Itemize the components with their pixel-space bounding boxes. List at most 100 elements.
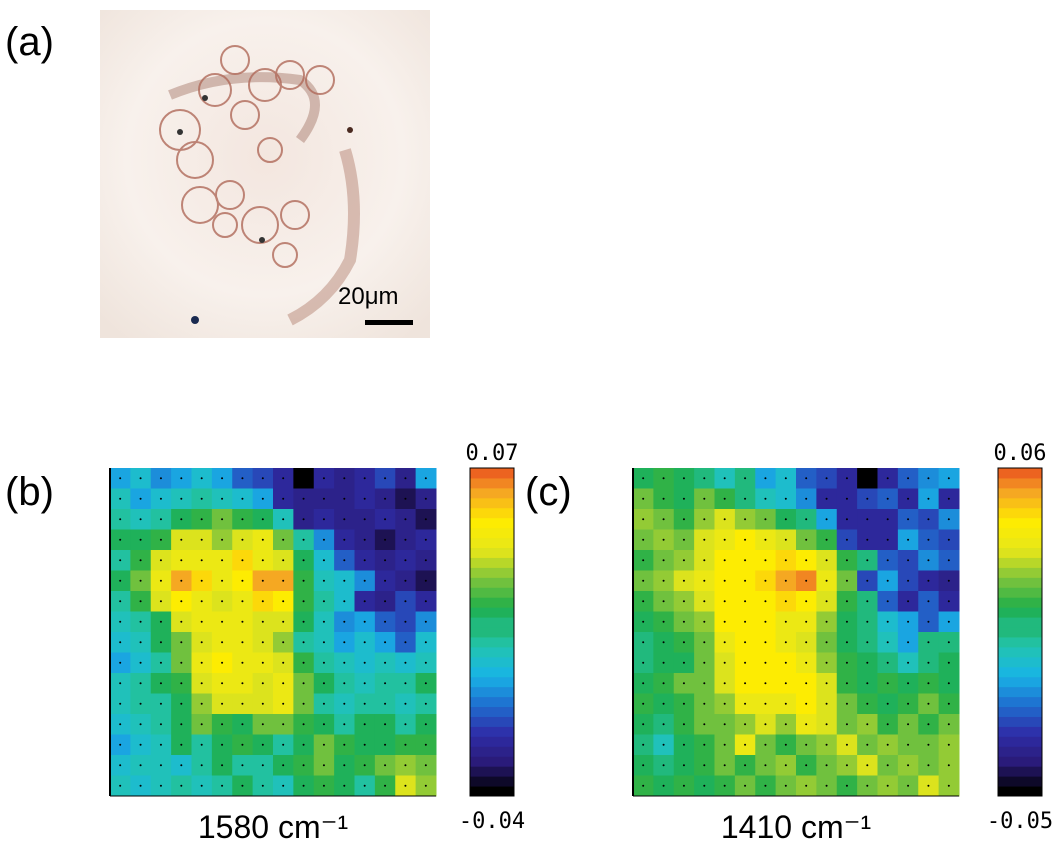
grid-dot	[159, 784, 162, 787]
grid-dot	[180, 764, 183, 767]
grid-dot	[886, 477, 889, 480]
grid-dot	[343, 641, 346, 644]
grid-dot	[282, 497, 285, 500]
grid-dot	[200, 518, 203, 521]
grid-dot	[221, 600, 224, 603]
grid-dot	[703, 477, 706, 480]
grid-dot	[723, 723, 726, 726]
grid-dot	[119, 784, 122, 787]
grid-dot	[384, 620, 387, 623]
grid-dot	[927, 784, 930, 787]
grid-dot	[764, 518, 767, 521]
colorbar-step	[470, 547, 514, 558]
colorbar-step	[998, 468, 1042, 479]
grid-dot	[907, 579, 910, 582]
grid-dot	[784, 477, 787, 480]
grid-dot	[139, 620, 142, 623]
grid-dot	[159, 661, 162, 664]
grid-dot	[241, 743, 244, 746]
grid-dot	[642, 743, 645, 746]
grid-dot	[642, 559, 645, 562]
grid-dot	[682, 641, 685, 644]
grid-dot	[947, 682, 950, 685]
grid-dot	[221, 579, 224, 582]
grid-dot	[343, 579, 346, 582]
grid-dot	[384, 661, 387, 664]
grid-dot	[200, 764, 203, 767]
grid-dot	[241, 764, 244, 767]
grid-dot	[261, 600, 264, 603]
grid-dot	[302, 784, 305, 787]
grid-dot	[907, 538, 910, 541]
grid-dot	[927, 579, 930, 582]
grid-dot	[282, 723, 285, 726]
grid-dot	[886, 600, 889, 603]
grid-dot	[744, 538, 747, 541]
grid-dot	[784, 702, 787, 705]
grid-dot	[723, 702, 726, 705]
grid-dot	[200, 497, 203, 500]
grid-dot	[119, 764, 122, 767]
grid-dot	[805, 477, 808, 480]
grid-dot	[947, 497, 950, 500]
grid-dot	[261, 579, 264, 582]
grid-dot	[927, 743, 930, 746]
grid-dot	[886, 702, 889, 705]
grid-dot	[866, 620, 869, 623]
grid-dot	[139, 497, 142, 500]
grid-dot	[139, 661, 142, 664]
colorbar-tick-label: -0.04	[459, 809, 525, 834]
grid-dot	[845, 764, 848, 767]
grid-dot	[180, 497, 183, 500]
grid-dot	[221, 682, 224, 685]
grid-dot	[404, 702, 407, 705]
grid-dot	[784, 641, 787, 644]
grid-dot	[662, 559, 665, 562]
grid-dot	[322, 518, 325, 521]
grid-dot	[384, 702, 387, 705]
grid-dot	[159, 477, 162, 480]
colorbar-step	[998, 577, 1042, 588]
colorbar-step	[998, 746, 1042, 757]
grid-dot	[907, 702, 910, 705]
grid-dot	[947, 764, 950, 767]
grid-dot	[927, 702, 930, 705]
grid-dot	[927, 518, 930, 521]
grid-dot	[200, 477, 203, 480]
grid-dot	[261, 641, 264, 644]
grid-dot	[200, 641, 203, 644]
colorbar-step	[998, 726, 1042, 737]
colorbar-step	[470, 617, 514, 628]
grid-dot	[282, 538, 285, 541]
grid-dot	[723, 764, 726, 767]
grid-dot	[261, 764, 264, 767]
grid-dot	[642, 784, 645, 787]
grid-dot	[723, 559, 726, 562]
grid-dot	[703, 497, 706, 500]
grid-dot	[322, 477, 325, 480]
grid-dot	[907, 477, 910, 480]
micrograph: 20μm	[100, 10, 430, 338]
grid-dot	[322, 559, 325, 562]
grid-dot	[424, 641, 427, 644]
grid-dot	[723, 497, 726, 500]
grid-dot	[261, 477, 264, 480]
grid-dot	[662, 579, 665, 582]
grid-dot	[221, 784, 224, 787]
grid-dot	[682, 518, 685, 521]
grid-dot	[384, 497, 387, 500]
grid-dot	[261, 784, 264, 787]
grid-dot	[119, 538, 122, 541]
grid-dot	[662, 682, 665, 685]
grid-dot	[662, 600, 665, 603]
grid-dot	[907, 518, 910, 521]
grid-dot	[642, 620, 645, 623]
grid-dot	[302, 477, 305, 480]
grid-dot	[241, 702, 244, 705]
grid-dot	[261, 743, 264, 746]
grid-dot	[200, 579, 203, 582]
colorbar-step	[998, 557, 1042, 568]
grid-dot	[159, 682, 162, 685]
colorbar-step	[998, 686, 1042, 698]
grid-dot	[927, 538, 930, 541]
